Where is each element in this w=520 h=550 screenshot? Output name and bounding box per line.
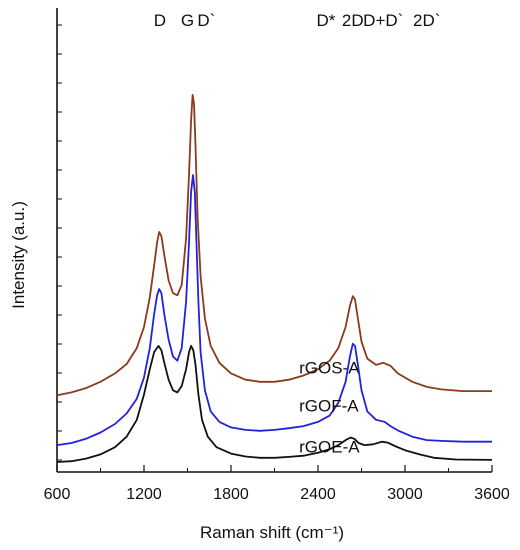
y-axis-label: Intensity (a.u.): [9, 201, 28, 309]
peak-label: D: [154, 11, 166, 30]
series-label-rGOS-A: rGOS-A: [299, 358, 360, 377]
series-line-rGOS-A: [56, 94, 492, 397]
x-tick-label: 600: [44, 486, 71, 503]
peak-label: D`: [197, 11, 215, 30]
series-label-rGOF-A: rGOF-A: [299, 396, 359, 415]
plot-area: rGOS-A rGOF-A rGOE-A D G D` D* 2D D+D` 2D`: [56, 11, 493, 463]
peak-label: D*: [317, 11, 336, 30]
peak-label: 2D: [342, 11, 364, 30]
axes: 600 1200 1800 2400 3000 3600: [44, 8, 510, 503]
peak-label: G: [181, 11, 194, 30]
x-tick-label: 3000: [387, 486, 423, 503]
x-tick-label: 3600: [474, 486, 510, 503]
series-line-rGOF-A: [56, 174, 492, 446]
peak-label: D+D`: [363, 11, 403, 30]
x-tick-label: 2400: [300, 486, 336, 503]
x-tick-label: 1200: [126, 486, 162, 503]
x-tick-label: 1800: [213, 486, 249, 503]
peak-label: 2D`: [413, 11, 440, 30]
series-label-rGOE-A: rGOE-A: [299, 438, 360, 457]
series-line-rGOE-A: [56, 345, 493, 463]
x-axis-label: Raman shift (cm⁻¹): [200, 523, 344, 542]
